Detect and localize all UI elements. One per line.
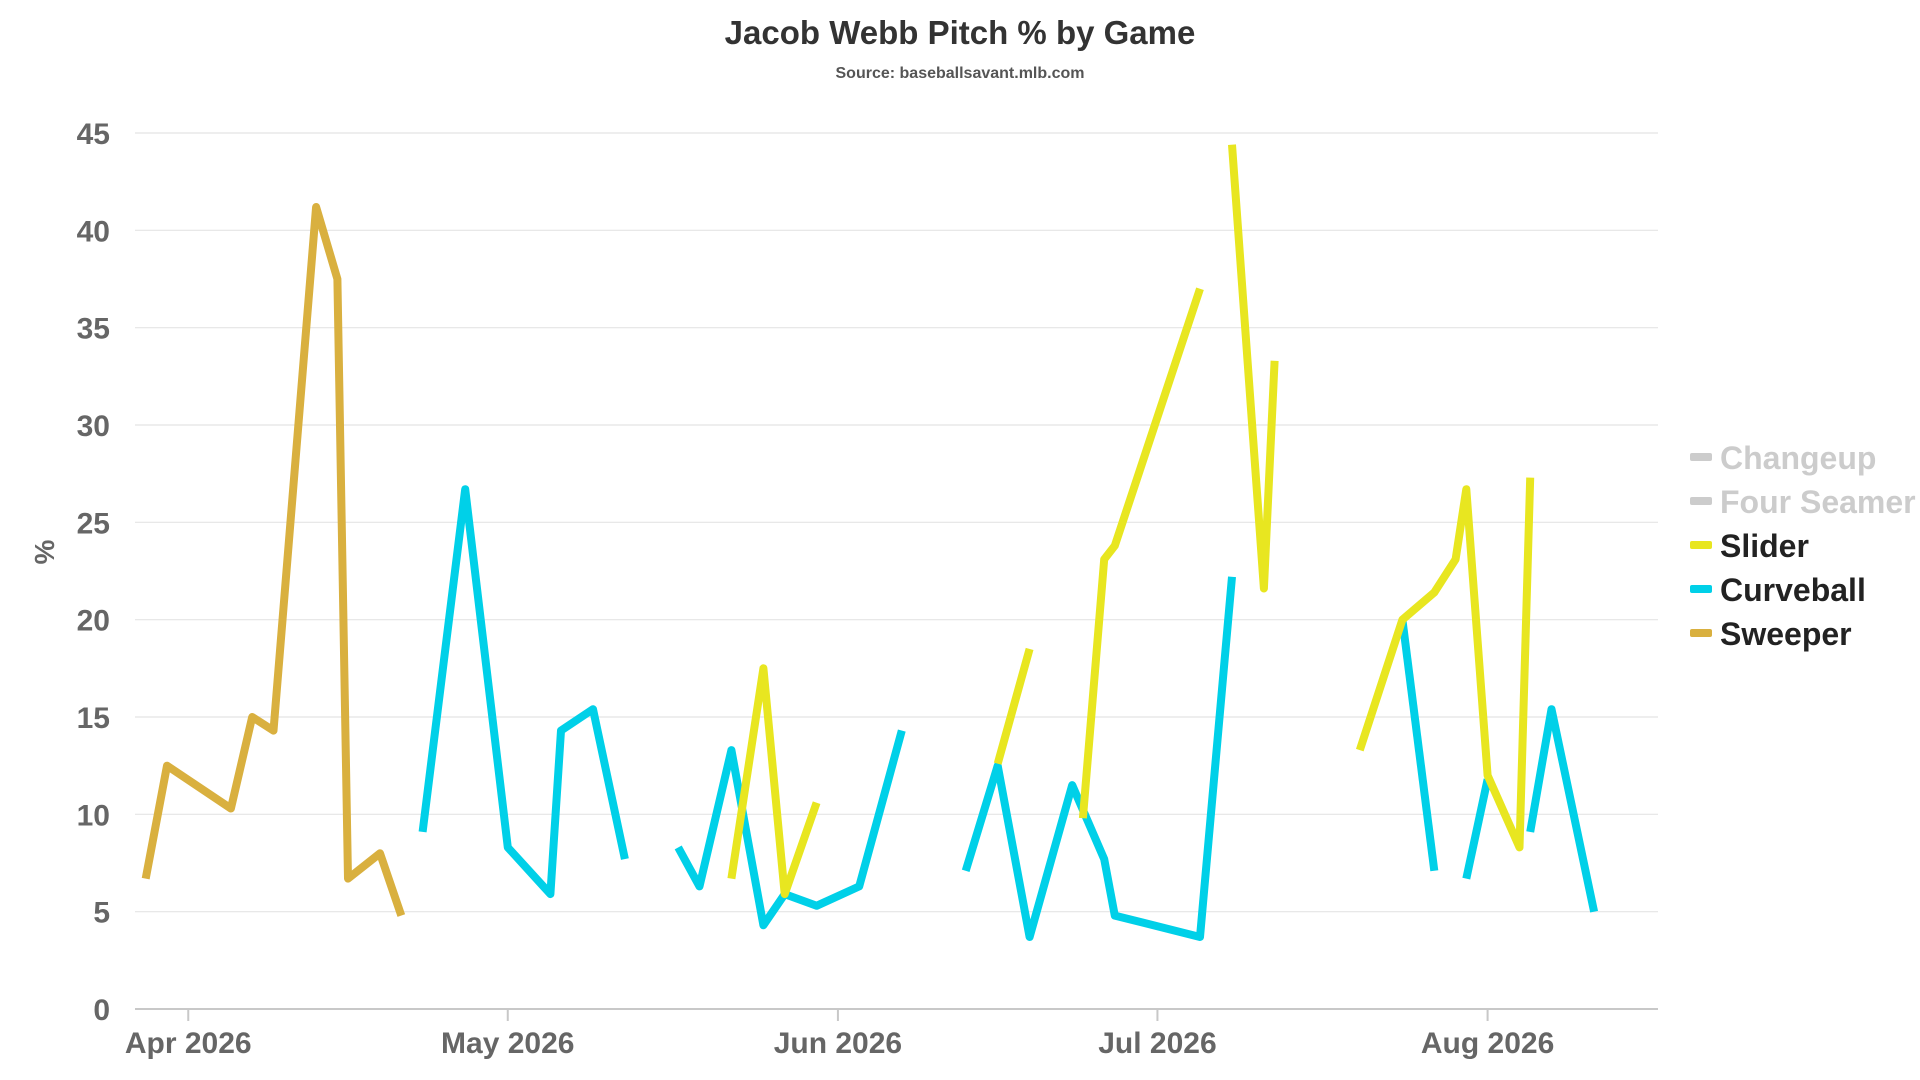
series-line-curveball	[1526, 705, 1599, 913]
legend-item-changeup[interactable]: Changeup	[1690, 440, 1876, 476]
chart-subtitle: Source: baseballsavant.mlb.com	[836, 65, 1085, 82]
x-tick-label: Apr 2026	[125, 1027, 252, 1060]
x-tick-label: Jun 2026	[774, 1027, 902, 1060]
series-line-curveball	[1398, 619, 1439, 872]
y-tick-label: 45	[77, 118, 110, 151]
legend-item-four-seamer[interactable]: Four Seamer	[1690, 484, 1916, 520]
series-line-slider	[993, 647, 1034, 765]
series-line-slider	[1228, 144, 1279, 593]
series-line-curveball	[418, 485, 629, 899]
legend-swatch	[1690, 541, 1712, 549]
series-line-sweeper	[141, 203, 406, 917]
chart-title: Jacob Webb Pitch % by Game	[725, 14, 1196, 51]
series-line-curveball	[674, 729, 906, 930]
y-tick-label: 25	[77, 507, 110, 540]
legend-label: Curveball	[1720, 572, 1866, 608]
legend-label: Changeup	[1720, 440, 1876, 476]
y-tick-label: 10	[77, 799, 110, 832]
y-tick-label: 40	[77, 215, 110, 248]
legend-item-slider[interactable]: Slider	[1690, 528, 1809, 564]
y-tick-label: 5	[93, 897, 110, 930]
x-axis: Apr 2026 May 2026 Jun 2026 Jul 2026 Aug 2026	[125, 1009, 1554, 1060]
legend-swatch	[1690, 453, 1712, 461]
legend-item-curveball[interactable]: Curveball	[1690, 572, 1866, 608]
y-axis-label: %	[29, 539, 60, 564]
x-tick-label: Jul 2026	[1098, 1027, 1216, 1060]
series-line-curveball	[1462, 778, 1492, 880]
series-line-slider	[1355, 477, 1535, 852]
x-tick-label: Aug 2026	[1421, 1027, 1554, 1060]
legend-label: Slider	[1720, 528, 1809, 564]
series-line-slider	[1078, 287, 1204, 819]
legend-swatch	[1690, 585, 1712, 593]
x-tick-label: May 2026	[441, 1027, 574, 1060]
series-line-slider	[727, 664, 821, 899]
y-tick-label: 15	[77, 702, 110, 735]
legend-item-sweeper[interactable]: Sweeper	[1690, 616, 1852, 652]
legend-label: Sweeper	[1720, 616, 1852, 652]
legend-swatch	[1690, 629, 1712, 637]
y-tick-label: 30	[77, 410, 110, 443]
y-tick-label: 0	[93, 994, 110, 1027]
series-line-curveball	[961, 576, 1236, 941]
y-axis-ticks: 0 5 10 15 20 25 30 35 40 45	[77, 118, 110, 1027]
gridlines	[135, 132, 1658, 1010]
y-tick-label: 20	[77, 605, 110, 638]
legend-label: Four Seamer	[1720, 484, 1916, 520]
legend[interactable]: Changeup Four Seamer Slider Curveball Sweepe…	[1690, 440, 1916, 652]
series-lines	[141, 144, 1599, 941]
y-tick-label: 35	[77, 313, 110, 346]
legend-swatch	[1690, 497, 1712, 505]
